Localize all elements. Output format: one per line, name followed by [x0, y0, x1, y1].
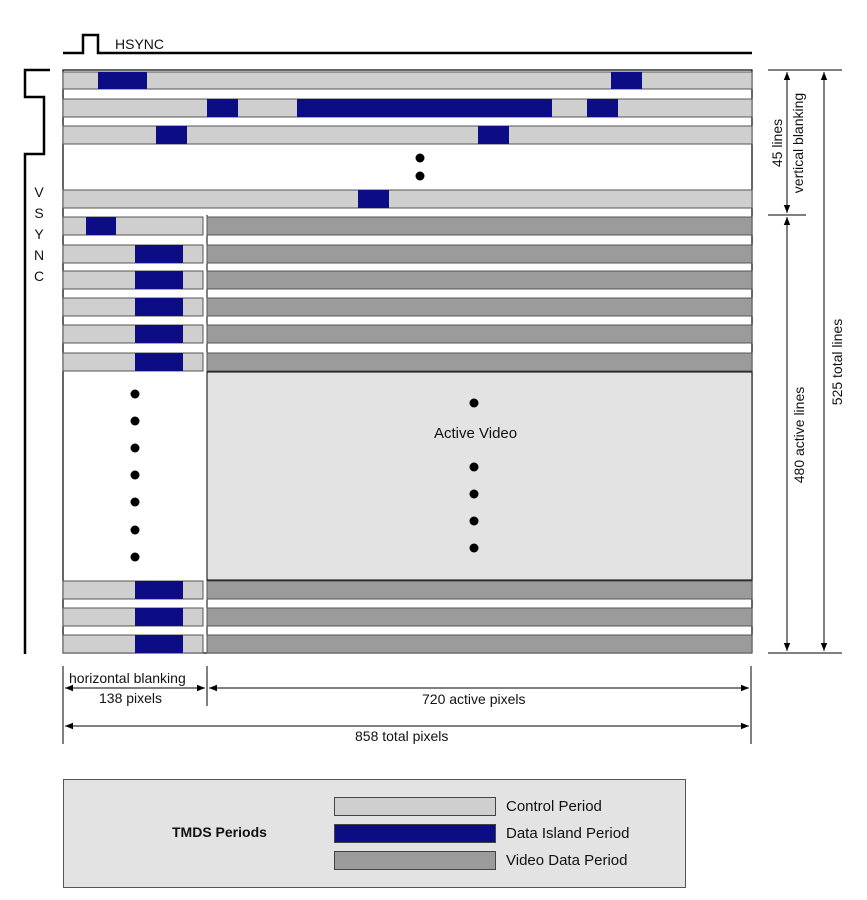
video-data-bar [206, 634, 753, 654]
ellipsis-dot [130, 443, 140, 453]
control-period-bar [62, 71, 753, 90]
vsync-letter: Y [34, 226, 44, 242]
ellipsis-dot [469, 516, 479, 526]
data-island-bar [358, 190, 389, 208]
video-line [62, 580, 753, 600]
data-island-bar [135, 353, 183, 371]
data-island-bar [135, 635, 183, 653]
control-period-bar [62, 216, 204, 236]
vsync-letter: N [33, 247, 45, 263]
ellipsis-dot [130, 389, 140, 399]
ellipsis-dot [469, 462, 479, 472]
data-island-bar [207, 99, 238, 117]
data-island-bar [611, 72, 642, 89]
video-line [62, 297, 753, 317]
ellipsis-dot [469, 489, 479, 499]
active-video-area [206, 371, 753, 581]
legend-label: Control Period [506, 798, 602, 815]
ellipsis-dot [469, 543, 479, 553]
video-data-bar [206, 324, 753, 344]
active-lines-label: 480 active lines [791, 386, 807, 484]
video-line [62, 270, 753, 290]
ellipsis-dot [130, 470, 140, 480]
video-data-bar [206, 270, 753, 290]
data-island-bar [135, 298, 183, 316]
legend-label: Video Data Period [506, 852, 628, 869]
ellipsis-dot [415, 153, 425, 163]
hsync-waveform [63, 33, 752, 55]
video-line [62, 634, 753, 654]
data-island-bar [587, 99, 618, 117]
control-period-bar [62, 189, 753, 209]
data-island-bar [135, 581, 183, 599]
video-line [62, 352, 753, 372]
vsync-waveform [23, 68, 50, 654]
vsync-label: V S Y N C [32, 182, 46, 287]
ellipsis-dot [415, 171, 425, 181]
total-pixels-label: 858 total pixels [353, 728, 451, 744]
data-island-bar [135, 245, 183, 263]
ellipsis-dot [130, 416, 140, 426]
data-island-bar [297, 99, 552, 117]
control-period-bar [62, 125, 753, 145]
legend-title: TMDS Periods [172, 824, 267, 840]
active-lines [62, 216, 753, 654]
ellipsis-dot [130, 525, 140, 535]
data-island-bar [156, 126, 187, 144]
data-island-bar [135, 608, 183, 626]
data-island-bar [135, 271, 183, 289]
lines-45-label: 45 lines [769, 118, 785, 168]
video-data-bar [206, 216, 753, 236]
video-data-bar [206, 244, 753, 264]
video-data-bar [206, 297, 753, 317]
video-data-bar [206, 580, 753, 600]
video-line [62, 324, 753, 344]
vertical-blanking-label: vertical blanking [790, 92, 806, 194]
ellipsis-dot [469, 398, 479, 408]
legend-swatch [334, 797, 496, 816]
vertical-blanking-lines [62, 71, 753, 209]
vsync-letter: V [34, 184, 44, 200]
video-data-bar [206, 352, 753, 372]
blank-pixels-label: 138 pixels [99, 690, 163, 706]
data-island-bar [478, 126, 509, 144]
ellipsis-dot [130, 497, 140, 507]
video-data-bar [206, 607, 753, 627]
vsync-letter: S [34, 205, 44, 221]
hsync-label: HSYNC [115, 36, 165, 52]
legend-swatch [334, 851, 496, 870]
horizontal-blanking-label: horizontal blanking [69, 670, 186, 686]
vertical-dimensions [768, 69, 842, 654]
vsync-letter: C [33, 268, 45, 284]
data-island-bar [86, 217, 116, 235]
horizontal-dimensions [62, 666, 752, 744]
ellipsis-dot [130, 552, 140, 562]
data-island-bar [98, 72, 147, 89]
active-pixels-label: 720 active pixels [420, 691, 528, 707]
data-island-bar [135, 325, 183, 343]
legend-swatch [334, 824, 496, 843]
video-line [62, 607, 753, 627]
video-line [62, 244, 753, 264]
total-lines-label: 525 total lines [829, 318, 845, 406]
legend-label: Data Island Period [506, 825, 630, 842]
legend: TMDS Periods Control Period Data Island … [63, 779, 686, 888]
active-video-label: Active Video [434, 425, 518, 442]
